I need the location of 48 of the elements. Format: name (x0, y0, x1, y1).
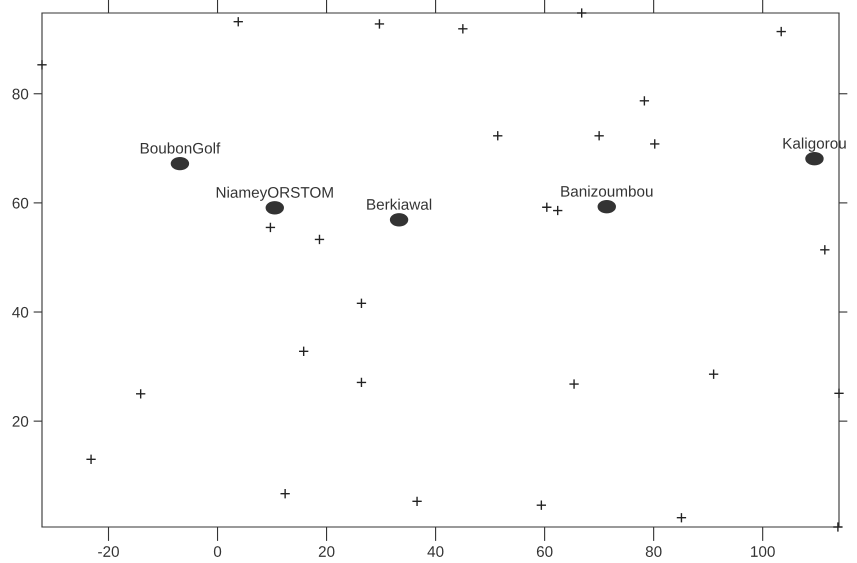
point (598, 200, 616, 214)
annotation: Banizoumbou (561, 186, 652, 197)
x-tick-label: 100 (751, 546, 775, 557)
annotation: Berkiawal (367, 198, 432, 210)
point (568, 378, 580, 390)
point (86, 454, 96, 465)
point (834, 388, 844, 399)
point (594, 130, 604, 142)
y-tick-label: 80 (12, 88, 28, 100)
point (639, 95, 650, 106)
point (676, 512, 687, 524)
x-tick-label: 40 (427, 546, 444, 557)
point (135, 388, 146, 400)
x-tick-label: 80 (646, 546, 662, 557)
point (492, 130, 504, 142)
x-tick-label: 60 (536, 546, 553, 557)
point (536, 500, 547, 511)
point (36, 59, 48, 70)
x-tick-label: 0 (214, 546, 222, 557)
point (776, 26, 787, 37)
point (314, 234, 325, 245)
x-tick-label: 20 (318, 546, 334, 557)
annotation: BoubonGolf (140, 142, 220, 154)
point (708, 368, 719, 380)
point (541, 202, 552, 213)
point (649, 138, 660, 150)
y-tick-label: 60 (12, 198, 28, 209)
point (266, 201, 284, 214)
point (374, 18, 385, 30)
point (390, 213, 408, 226)
point (280, 488, 290, 500)
y-tick-label: 40 (12, 306, 28, 318)
point (412, 496, 422, 507)
x-tick-label: -20 (98, 546, 119, 557)
y-tick-label: 20 (12, 416, 28, 427)
point (458, 23, 468, 34)
annotation: NiameyORSTOM (216, 186, 333, 201)
point (576, 8, 588, 18)
point (552, 205, 564, 216)
point (298, 346, 310, 357)
point (805, 152, 824, 166)
point (265, 222, 276, 233)
point (832, 522, 844, 532)
point (356, 377, 367, 388)
point (232, 16, 244, 28)
point (170, 156, 190, 170)
point (819, 244, 830, 256)
point (356, 298, 367, 309)
